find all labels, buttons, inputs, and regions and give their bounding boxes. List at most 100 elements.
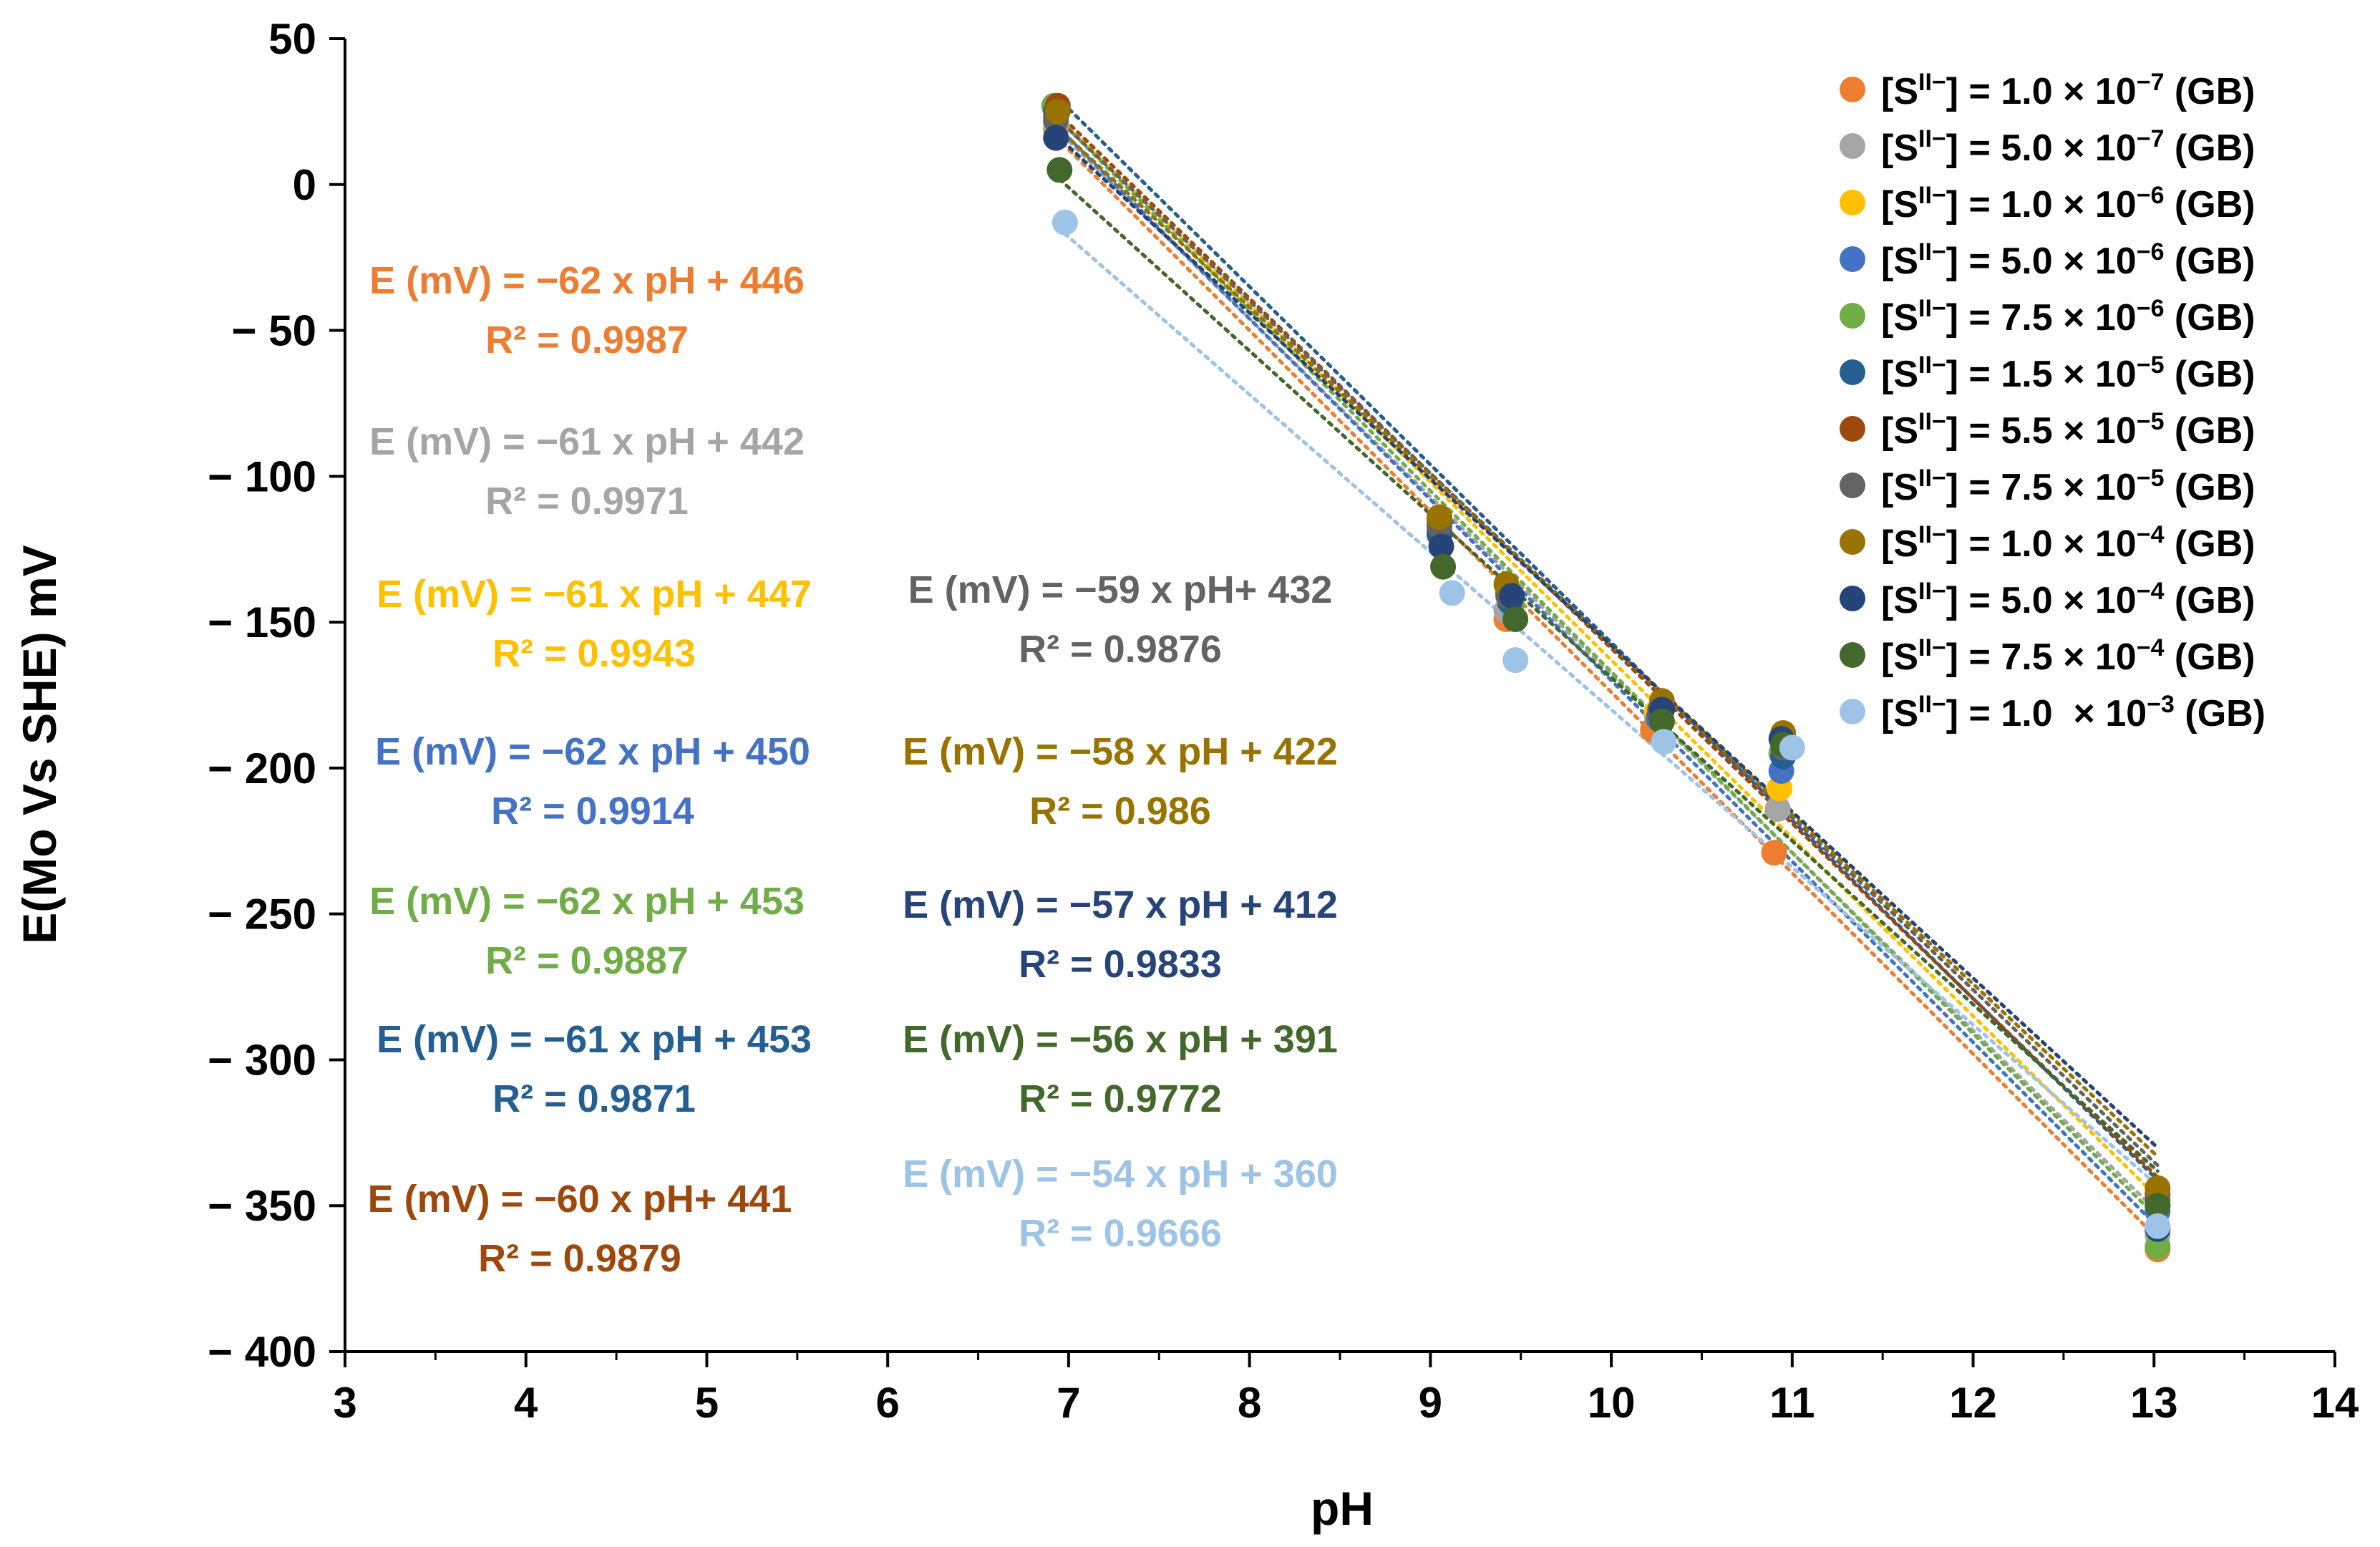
- x-tick-label: 5: [695, 1379, 719, 1427]
- legend-marker: [1840, 359, 1865, 385]
- x-tick-label: 13: [2130, 1379, 2178, 1427]
- legend-marker: [1840, 586, 1865, 611]
- x-tick-label: 9: [1419, 1379, 1442, 1427]
- legend-entry: [SII−] = 1.0 × 10−3 (GB): [1881, 691, 2265, 734]
- legend-entry: [SII−] = 5.5 × 10−5 (GB): [1881, 408, 2255, 452]
- legend-marker: [1840, 416, 1865, 442]
- y-tick-label: − 250: [208, 891, 316, 939]
- trendlines: [1052, 94, 2160, 1241]
- legend-marker: [1840, 699, 1865, 724]
- trendline: [1063, 232, 2160, 1188]
- y-tick-label: − 400: [208, 1328, 316, 1376]
- data-point: [1779, 734, 1805, 761]
- y-tick-label: − 300: [208, 1036, 316, 1084]
- trendline: [1054, 133, 2160, 1150]
- equation-label: E (mV) = −61 x pH + 442: [369, 420, 805, 463]
- legend-entry: [SII−] = 7.5 × 10−6 (GB): [1881, 295, 2255, 339]
- r-squared-label: R² = 0.9833: [1019, 943, 1222, 986]
- data-point: [1502, 647, 1529, 674]
- data-point: [1430, 553, 1457, 580]
- tick-labels: 3 4 5 6 7 8 9 10 11 12 13 14 50 0 − 50 − 100 − 150 − 200 −…: [208, 15, 2359, 1427]
- y-tick-label: 0: [293, 161, 316, 209]
- r-squared-label: R² = 0.9879: [478, 1237, 681, 1280]
- x-tick-label: 12: [1949, 1379, 1997, 1427]
- legend-marker: [1840, 133, 1865, 159]
- r-squared-label: R² = 0.9943: [492, 632, 696, 675]
- r-squared-label: R² = 0.9887: [485, 939, 689, 982]
- data-point: [2145, 1213, 2171, 1239]
- r-squared-label: R² = 0.9914: [491, 790, 694, 833]
- equation-label: E (mV) = −58 x pH + 422: [903, 730, 1338, 773]
- trendline: [1057, 177, 2160, 1173]
- equation-label: E (mV) = −59 x pH+ 432: [908, 568, 1333, 611]
- data-point: [1499, 583, 1525, 609]
- data-point: [1044, 98, 1071, 125]
- legend-entry: [SII−] = 1.0 × 10−6 (GB): [1881, 182, 2255, 225]
- trendline: [1054, 112, 2160, 1200]
- r-squared-label: R² = 0.9876: [1019, 628, 1222, 671]
- equation-label: E (mV) = −61 x pH + 447: [377, 573, 812, 616]
- r-squared-label: R² = 0.9666: [1019, 1212, 1222, 1255]
- y-tick-label: 50: [268, 15, 316, 63]
- legend-entry: [SII−] = 5.0 × 10−6 (GB): [1881, 238, 2255, 282]
- y-tick-label: − 50: [232, 307, 316, 355]
- x-tick-label: 8: [1238, 1379, 1261, 1427]
- data-point: [1051, 209, 1078, 236]
- x-tick-label: 11: [1769, 1379, 1815, 1427]
- x-tick-label: 3: [333, 1379, 356, 1427]
- equation-annotations: E (mV) = −62 x pH + 446 R² = 0.9987 E (mV)…: [368, 259, 1338, 1280]
- data-point: [1502, 606, 1529, 633]
- x-axis-label: pH: [1311, 1482, 1374, 1535]
- x-tick-label: 6: [875, 1379, 899, 1427]
- data-point: [1764, 795, 1791, 822]
- legend-entry: [SII−] = 1.5 × 10−5 (GB): [1881, 351, 2255, 395]
- legend-marker: [1840, 246, 1865, 272]
- legend-entry: [SII−] = 1.0 × 10−4 (GB): [1881, 521, 2255, 565]
- trendline: [1054, 135, 2160, 1241]
- legend-marker: [1840, 303, 1865, 329]
- trendline: [1052, 112, 2160, 1221]
- legend-marker: [1840, 190, 1865, 215]
- data-point: [1439, 580, 1465, 606]
- x-tick-label: 14: [2311, 1379, 2359, 1427]
- trendline: [1054, 123, 2160, 1229]
- r-squared-label: R² = 0.9971: [485, 480, 689, 523]
- legend-entry: [SII−] = 1.0 × 10−7 (GB): [1881, 69, 2255, 112]
- legend-marker: [1840, 472, 1865, 498]
- legend-entry: [SII−] = 7.5 × 10−4 (GB): [1881, 634, 2255, 678]
- trendline: [1054, 126, 2160, 1214]
- data-point: [1761, 840, 1787, 866]
- data-point: [1651, 729, 1677, 755]
- data-points: [1041, 92, 2171, 1263]
- equation-label: E (mV) = −54 x pH + 360: [903, 1153, 1338, 1196]
- equation-label: E (mV) = −57 x pH + 412: [903, 883, 1338, 926]
- data-point: [1428, 533, 1454, 560]
- legend-entry: [SII−] = 7.5 × 10−5 (GB): [1881, 465, 2255, 508]
- r-squared-label: R² = 0.986: [1029, 790, 1211, 833]
- legend-entry: [SII−] = 5.0 × 10−4 (GB): [1881, 578, 2255, 621]
- data-point: [1648, 708, 1675, 734]
- data-point: [1046, 157, 1073, 183]
- legend: [SII−] = 1.0 × 10−7 (GB) [SII−] = 5.0 × 1…: [1840, 69, 2265, 734]
- x-tick-label: 4: [514, 1379, 538, 1427]
- trendline: [1056, 111, 2160, 1179]
- equation-label: E (mV) = −62 x pH + 450: [375, 730, 810, 773]
- y-tick-label: − 150: [208, 598, 316, 646]
- legend-marker: [1840, 642, 1865, 668]
- equation-label: E (mV) = −61 x pH + 453: [377, 1018, 812, 1061]
- equation-label: E (mV) = −60 x pH+ 441: [368, 1178, 792, 1221]
- equation-label: E (mV) = −62 x pH + 446: [369, 259, 805, 302]
- x-tick-label: 7: [1057, 1379, 1080, 1427]
- legend-entry: [SII−] = 5.0 × 10−7 (GB): [1881, 125, 2255, 169]
- r-squared-label: R² = 0.9987: [485, 319, 689, 362]
- y-tick-label: − 100: [208, 452, 316, 500]
- axes: [329, 37, 2336, 1367]
- legend-marker: [1840, 529, 1865, 555]
- r-squared-label: R² = 0.9772: [1019, 1077, 1222, 1120]
- data-point: [2145, 1193, 2171, 1219]
- x-tick-label: 10: [1588, 1379, 1636, 1427]
- data-point: [1043, 125, 1069, 151]
- r-squared-label: R² = 0.9871: [492, 1077, 696, 1120]
- y-axis-label: E(Mo Vs SHE) mV: [13, 545, 66, 944]
